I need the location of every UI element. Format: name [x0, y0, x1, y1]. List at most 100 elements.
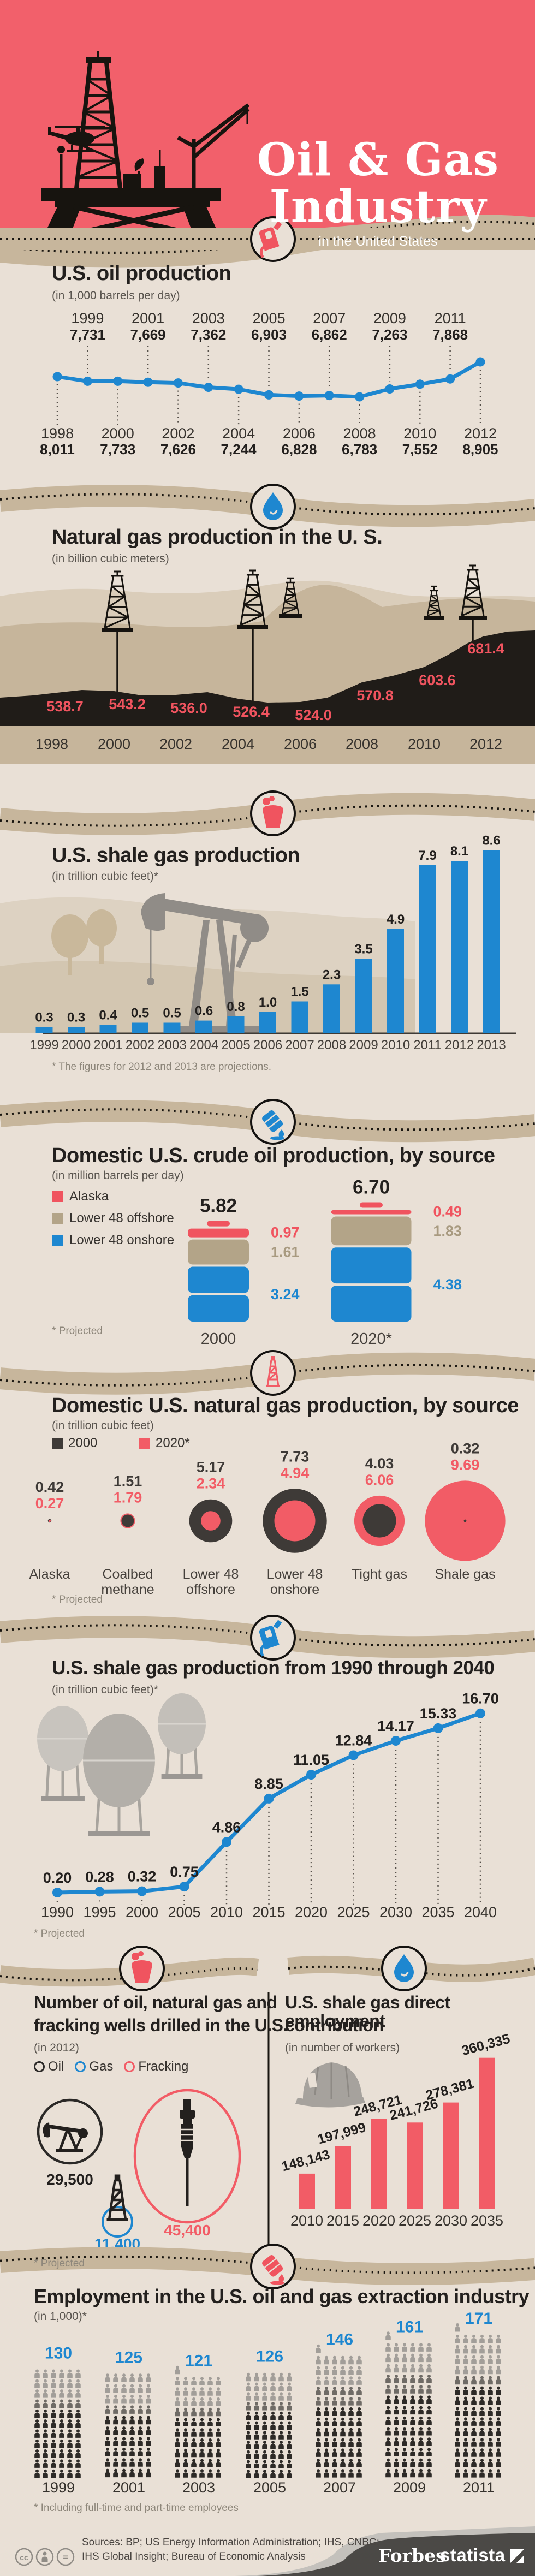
- svg-text:Tight gas: Tight gas: [352, 1567, 407, 1582]
- legend-label: 2020*: [156, 1436, 190, 1450]
- gas-by-source-title: Domestic U.S. natural gas production, by…: [52, 1394, 519, 1417]
- svg-text:1990: 1990: [41, 1904, 74, 1920]
- svg-text:5.17: 5.17: [197, 1459, 225, 1476]
- svg-text:2010: 2010: [210, 1904, 243, 1920]
- legend-label: 2000: [68, 1436, 98, 1450]
- svg-text:2000: 2000: [102, 425, 134, 442]
- svg-text:6,903: 6,903: [251, 326, 287, 343]
- svg-text:Shale gas: Shale gas: [435, 1567, 495, 1582]
- svg-text:543.2: 543.2: [109, 696, 146, 712]
- svg-text:146: 146: [326, 2331, 353, 2349]
- svg-text:2005: 2005: [168, 1904, 200, 1920]
- svg-text:4.9: 4.9: [387, 912, 405, 927]
- svg-text:45,400: 45,400: [164, 2222, 211, 2239]
- svg-text:0.32: 0.32: [451, 1440, 480, 1456]
- svg-text:4.86: 4.86: [212, 1819, 241, 1835]
- svg-text:2006: 2006: [283, 425, 316, 442]
- svg-text:9.69: 9.69: [451, 1456, 480, 1473]
- shale-employment-title-line2: contribution: [285, 2015, 384, 2035]
- svg-text:538.7: 538.7: [46, 698, 84, 715]
- svg-text:8,011: 8,011: [40, 441, 75, 457]
- legend-item-alaska: Alaska: [52, 1189, 174, 1204]
- svg-text:7,731: 7,731: [70, 326, 105, 343]
- svg-text:7,362: 7,362: [191, 326, 226, 343]
- svg-text:8.1: 8.1: [450, 844, 468, 859]
- shale-projection-title: U.S. shale gas production from 1990 thro…: [52, 1657, 495, 1679]
- svg-text:2004: 2004: [222, 736, 254, 752]
- svg-text:536.0: 536.0: [170, 700, 207, 716]
- legend-item-onshore: Lower 48 onshore: [52, 1233, 174, 1248]
- svg-text:2030: 2030: [435, 2212, 467, 2229]
- svg-text:2010: 2010: [408, 736, 441, 752]
- sources-line2: IHS Global Insight; Bureau of Economic A…: [82, 2551, 306, 2562]
- svg-text:1.61: 1.61: [271, 1244, 300, 1260]
- svg-text:2010: 2010: [290, 2212, 323, 2229]
- wells-title-line1: Number of oil, natural gas and: [34, 1992, 277, 2012]
- svg-text:2006: 2006: [253, 1038, 282, 1052]
- svg-text:2012: 2012: [445, 1038, 474, 1052]
- svg-text:2002: 2002: [159, 736, 192, 752]
- svg-text:1.51: 1.51: [114, 1473, 142, 1489]
- svg-text:2003: 2003: [182, 2479, 215, 2496]
- svg-text:360,335: 360,335: [460, 2031, 512, 2059]
- svg-text:2002: 2002: [126, 1038, 154, 1052]
- alaska-swatch: [52, 1191, 63, 1202]
- legend-label: Fracking: [138, 2059, 189, 2074]
- gas-by-source-subtitle: (in trillion cubic feet): [52, 1419, 154, 1432]
- svg-text:197,999: 197,999: [316, 2120, 368, 2147]
- svg-text:2013: 2013: [477, 1038, 506, 1052]
- svg-text:148,143: 148,143: [280, 2147, 332, 2174]
- svg-text:2005: 2005: [252, 310, 285, 326]
- crude-footnote: * Projected: [52, 1325, 103, 1337]
- fracking-ring: [124, 2061, 135, 2072]
- crude-by-source-subtitle: (in million barrels per day): [52, 1169, 184, 1182]
- svg-text:2000: 2000: [62, 1038, 91, 1052]
- svg-text:2010: 2010: [381, 1038, 410, 1052]
- svg-text:0.20: 0.20: [43, 1870, 72, 1886]
- svg-text:4.38: 4.38: [433, 1276, 462, 1293]
- svg-text:2040: 2040: [464, 1904, 497, 1920]
- svg-text:1999: 1999: [71, 310, 104, 326]
- svg-text:121: 121: [185, 2352, 212, 2370]
- legend-label: Lower 48 onshore: [69, 1233, 175, 1247]
- svg-text:2001: 2001: [93, 1038, 122, 1052]
- svg-text:2004: 2004: [189, 1038, 218, 1052]
- svg-text:2025: 2025: [337, 1904, 370, 1920]
- svg-text:0.75: 0.75: [170, 1864, 199, 1880]
- svg-text:570.8: 570.8: [356, 687, 394, 704]
- svg-text:524.0: 524.0: [295, 707, 332, 723]
- employment-subtitle: (in 1,000)*: [34, 2310, 87, 2323]
- svg-text:1998: 1998: [41, 425, 74, 442]
- svg-text:171: 171: [465, 2310, 492, 2328]
- svg-text:12.84: 12.84: [335, 1732, 372, 1748]
- svg-text:2035: 2035: [471, 2212, 503, 2229]
- svg-text:2025: 2025: [399, 2212, 431, 2229]
- svg-text:7,244: 7,244: [221, 441, 257, 457]
- oil-production-subtitle: (in 1,000 barrels per day): [52, 289, 180, 302]
- legend-label: Alaska: [69, 1189, 109, 1204]
- svg-text:2007: 2007: [285, 1038, 314, 1052]
- swatch-2020: [139, 1438, 150, 1449]
- legend-label: Gas: [89, 2059, 114, 2074]
- svg-text:126: 126: [256, 2348, 283, 2366]
- shale-gas-title: U.S. shale gas production: [52, 844, 300, 867]
- svg-text:0.4: 0.4: [99, 1008, 117, 1022]
- svg-text:1.0: 1.0: [259, 995, 277, 1010]
- svg-text:2004: 2004: [222, 425, 255, 442]
- svg-text:2011: 2011: [435, 310, 466, 326]
- svg-text:onshore: onshore: [270, 1582, 319, 1597]
- svg-text:2009: 2009: [349, 1038, 378, 1052]
- svg-text:8.85: 8.85: [254, 1776, 283, 1792]
- shale-projection-footnote: * Projected: [34, 1928, 85, 1940]
- svg-text:2008: 2008: [343, 425, 376, 442]
- legend-label: Oil: [48, 2059, 64, 2074]
- svg-text:3.5: 3.5: [354, 942, 372, 957]
- svg-text:2009: 2009: [393, 2479, 426, 2496]
- forbes-logo: Forbes: [378, 2545, 446, 2566]
- svg-text:2005: 2005: [221, 1038, 250, 1052]
- svg-text:130: 130: [45, 2345, 72, 2363]
- svg-text:0.28: 0.28: [85, 1869, 114, 1885]
- svg-text:5.82: 5.82: [200, 1195, 237, 1217]
